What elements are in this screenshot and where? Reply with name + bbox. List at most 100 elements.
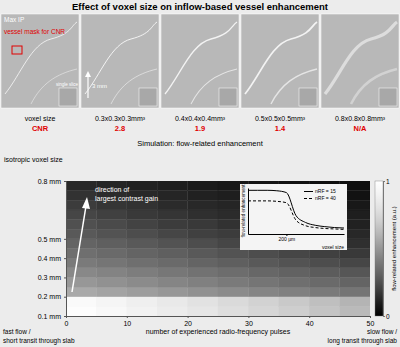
cell (340, 268, 370, 278)
tick: 1 (383, 178, 390, 185)
tick: 0.8 mm (38, 178, 66, 185)
cell (157, 200, 187, 210)
vessel (165, 22, 237, 94)
cell (127, 220, 157, 230)
cell (248, 297, 278, 307)
inset-box (299, 88, 317, 106)
tick: 40 (306, 316, 314, 327)
cell (248, 268, 278, 278)
tick: 0 (383, 313, 390, 320)
cell (309, 287, 339, 297)
cell (218, 287, 248, 297)
tick-label: 30 (245, 320, 253, 327)
cell (340, 258, 370, 268)
cell (157, 249, 187, 259)
cell (66, 249, 96, 259)
cell (96, 306, 126, 316)
cell (309, 268, 339, 278)
cell (66, 239, 96, 249)
tick-label: 0.8 mm (38, 178, 62, 185)
annotation: Max IP (4, 16, 24, 23)
cell (66, 306, 96, 316)
category-label: 0.4x0.4x0.4mm³ (175, 115, 226, 122)
category-label: 0.8x0.8x0.8mm³ (335, 115, 386, 122)
inset-background (240, 184, 347, 250)
cell (188, 220, 218, 230)
cell (66, 220, 96, 230)
cell (309, 277, 339, 287)
axis-line (249, 234, 345, 235)
category-label: 0.3x0.3x0.3mm³ (95, 115, 146, 122)
color-bar (375, 181, 383, 316)
inset-box (59, 88, 77, 106)
image-panel (241, 14, 319, 108)
cell (127, 229, 157, 239)
cell (96, 210, 126, 220)
cell (66, 297, 96, 307)
scale-arrow (87, 74, 88, 98)
color-axis: 01 (383, 178, 390, 320)
cell (96, 249, 126, 259)
cell (157, 258, 187, 268)
x-axis-title: number of experienced radio-frequency pu… (146, 328, 291, 336)
tick-label: 0.3 mm (38, 274, 62, 281)
cell (96, 297, 126, 307)
tick-label: 10 (123, 320, 131, 327)
tick: 20 (184, 316, 192, 327)
line (248, 201, 344, 230)
cell (218, 306, 248, 316)
annotation: largest contrast gain (95, 195, 158, 203)
row-label: CNR (32, 124, 49, 133)
cell (96, 268, 126, 278)
tick-mark (64, 316, 66, 317)
cell (157, 239, 187, 249)
tick-mark (64, 297, 66, 298)
cell (127, 210, 157, 220)
y-axis-title: isotropic voxel size (4, 156, 63, 164)
cell (127, 277, 157, 287)
tick-label: 200 µm (279, 236, 296, 242)
cell (66, 287, 96, 297)
inset-x-axis: 200 µm (249, 234, 345, 242)
cell (188, 191, 218, 201)
category-label: 0.5x0.5x0.5mm³ (255, 115, 306, 122)
cell (248, 287, 278, 297)
cell (66, 210, 96, 220)
cell (66, 277, 96, 287)
image-panel (81, 14, 159, 108)
tick: 50 (367, 316, 375, 327)
image-panel (321, 14, 399, 108)
cell (157, 277, 187, 287)
vessel (245, 22, 317, 94)
panel-background (161, 14, 239, 108)
cell (96, 277, 126, 287)
figure: Effect of voxel size on inflow-based ves… (0, 0, 400, 347)
axis-line (67, 317, 371, 319)
vessel (325, 22, 397, 94)
legend-label: nRF = 15 (315, 188, 336, 194)
tick: 0.1 mm (38, 313, 66, 320)
cell (309, 297, 339, 307)
axis-line (248, 189, 249, 235)
cell (157, 306, 187, 316)
tick-label: 0.5 mm (38, 236, 62, 243)
cell (96, 287, 126, 297)
cell (188, 258, 218, 268)
cell (157, 191, 187, 201)
title: Effect of voxel size on inflow-based ves… (72, 1, 329, 12)
line (248, 190, 344, 228)
y-axis: 0.1 mm0.2 mm0.3 mm0.4 mm0.5 mm0.8 mm (38, 178, 67, 320)
annotation: direction of (95, 186, 129, 193)
cell (218, 277, 248, 287)
cell (66, 200, 96, 210)
tick-mark (64, 181, 66, 182)
cell (66, 268, 96, 278)
color-bar-title: flow-related enhancement (a.u.) (391, 206, 397, 291)
cell (309, 306, 339, 316)
cell (127, 181, 157, 191)
tick-label: 0.4 mm (38, 255, 62, 262)
cell (127, 287, 157, 297)
cell (96, 229, 126, 239)
subtitle: Simulation: flow-related enhancement (137, 139, 263, 148)
cell (279, 306, 309, 316)
